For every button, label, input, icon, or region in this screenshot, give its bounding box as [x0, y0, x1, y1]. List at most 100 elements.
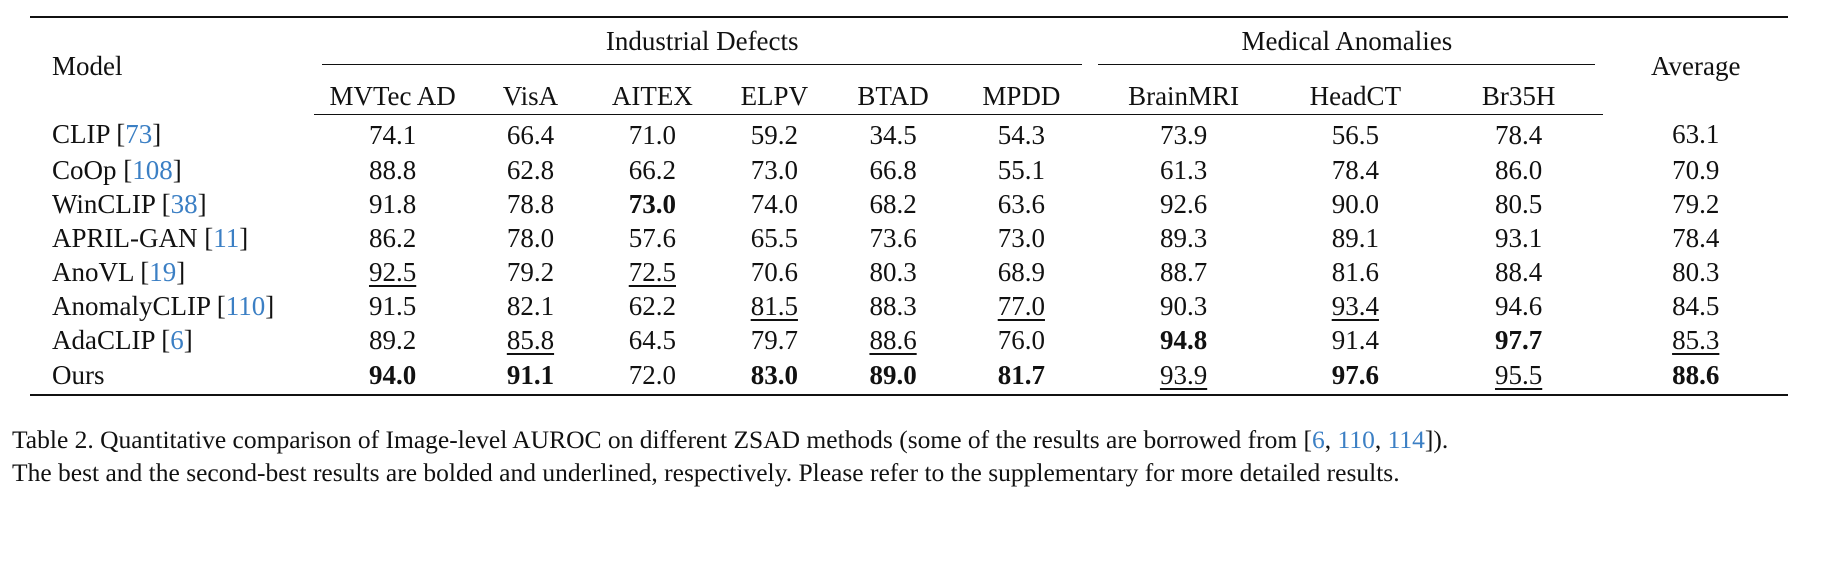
score-cell: 81.7 — [952, 357, 1091, 396]
score-cell: 78.4 — [1277, 153, 1434, 187]
column-header: Br35H — [1433, 65, 1604, 115]
score-value: 63.1 — [1672, 119, 1720, 150]
score-cell: 74.0 — [715, 187, 834, 221]
score-value: 34.5 — [869, 119, 917, 150]
score-cell: 73.0 — [590, 187, 715, 221]
score-value: 89.1 — [1331, 222, 1379, 253]
model-name-cell: CLIP [73] — [52, 119, 162, 150]
score-value: 68.9 — [997, 256, 1045, 287]
score-value: 78.4 — [1672, 222, 1720, 253]
model-citation[interactable]: 108 — [132, 154, 173, 185]
score-value: 66.8 — [869, 154, 917, 185]
average-header: Average — [1603, 16, 1788, 115]
caption-citation[interactable]: 110 — [1337, 425, 1375, 454]
model-citation[interactable]: 110 — [225, 290, 266, 321]
score-value: 90.3 — [1159, 290, 1208, 321]
model-citation[interactable]: 38 — [170, 188, 198, 219]
score-value: 57.6 — [628, 222, 676, 253]
score-value: 81.7 — [997, 360, 1045, 390]
score-cell: 80.3 — [834, 255, 953, 289]
score-value: 81.6 — [1331, 256, 1379, 287]
model-name: AnoVL — [52, 256, 134, 287]
score-cell: 59.2 — [715, 115, 834, 154]
score-cell: 54.3 — [952, 115, 1090, 154]
model-name: CoOp — [52, 154, 117, 185]
score-value: 80.5 — [1494, 188, 1543, 219]
caption-line-1: Table 2. Quantitative comparison of Imag… — [12, 425, 1449, 454]
score-cell: 34.5 — [834, 115, 953, 154]
score-value: 83.0 — [750, 360, 798, 390]
score-value: 70.9 — [1672, 154, 1720, 185]
score-cell: 78.8 — [471, 187, 590, 221]
score-value: 90.0 — [1331, 188, 1379, 219]
score-value: 73.0 — [750, 154, 798, 185]
score-cell: 63.6 — [952, 187, 1090, 221]
column-header: MPDD — [952, 65, 1091, 115]
column-header: AITEX — [589, 65, 715, 115]
score-cell: 97.7 — [1434, 323, 1604, 357]
score-cell: 61.3 — [1090, 153, 1277, 187]
score-value: 73.6 — [869, 222, 917, 253]
score-cell: 70.6 — [715, 255, 834, 289]
score-value: 92.6 — [1159, 188, 1208, 219]
group-label-industrial: Industrial Defects — [605, 26, 799, 56]
group-header-industrial: Industrial Defects — [314, 16, 1091, 65]
score-cell: 89.3 — [1090, 221, 1277, 255]
score-value: 59.2 — [750, 119, 798, 150]
score-value: 72.0 — [628, 360, 676, 390]
score-cell: 74.1 — [314, 115, 471, 154]
model-citation[interactable]: 11 — [213, 222, 240, 253]
model-name-cell: AnomalyCLIP [110] — [52, 290, 275, 321]
score-value: 73.0 — [997, 222, 1045, 253]
group-label-medical: Medical Anomalies — [1241, 26, 1453, 56]
score-value: 61.3 — [1159, 154, 1208, 185]
score-cell: 95.5 — [1433, 357, 1604, 396]
model-citation[interactable]: 73 — [125, 119, 153, 150]
column-header: ELPV — [714, 65, 834, 115]
table-row: AnoVL [19] 92.5 79.2 72.5 70.6 80.3 68.9 88.7 81… — [30, 255, 1788, 289]
model-name: WinCLIP — [52, 188, 155, 219]
score-value: 73.9 — [1159, 119, 1208, 150]
score-value: 88.6 — [869, 324, 917, 355]
score-cell: 72.0 — [589, 357, 715, 396]
score-cell: 73.0 — [952, 221, 1090, 255]
table-row: AdaCLIP [6] 89.2 85.8 64.5 79.7 88.6 76.0 94.8 9… — [30, 323, 1788, 357]
caption-citation[interactable]: 6 — [1312, 425, 1325, 454]
score-value: 91.8 — [368, 188, 417, 219]
model-citation[interactable]: 6 — [170, 324, 184, 355]
score-cell: 88.4 — [1434, 255, 1604, 289]
score-cell: 73.6 — [834, 221, 953, 255]
score-cell: 79.7 — [715, 323, 834, 357]
model-citation[interactable]: 19 — [149, 256, 177, 287]
score-cell: 94.8 — [1090, 323, 1277, 357]
score-cell: 89.2 — [314, 323, 471, 357]
score-cell: 94.0 — [314, 357, 472, 396]
score-cell: 76.0 — [952, 323, 1090, 357]
score-cell: 55.1 — [952, 153, 1090, 187]
score-value: 88.3 — [869, 290, 917, 321]
score-cell: 91.8 — [314, 187, 471, 221]
score-value: 85.8 — [506, 324, 555, 355]
score-value: 88.8 — [368, 154, 417, 185]
score-value: 89.3 — [1159, 222, 1208, 253]
score-value: 70.6 — [750, 256, 798, 287]
score-value: 71.0 — [628, 119, 676, 150]
score-cell: 91.5 — [314, 289, 471, 323]
column-header-row: MVTec AD VisA AITEX ELPV BTAD MPDD BrainMRI Hea… — [30, 65, 1788, 115]
score-value: 81.5 — [750, 290, 798, 321]
score-value: 93.9 — [1159, 360, 1208, 390]
score-cell: 94.6 — [1434, 289, 1604, 323]
table-row: Ours 94.0 91.1 72.0 83.0 89.0 81.7 93.9 97.6 95.5… — [30, 357, 1788, 396]
score-cell: 65.5 — [715, 221, 834, 255]
caption-line-2: The best and the second-best results are… — [12, 458, 1400, 487]
score-value: 66.4 — [506, 119, 555, 150]
score-value: 94.6 — [1494, 290, 1543, 321]
group-header-row: Model Industrial Defects Medical Anomali… — [30, 16, 1788, 115]
caption-citation[interactable]: 114 — [1387, 425, 1425, 454]
score-cell: 97.6 — [1276, 357, 1434, 396]
score-value: 74.0 — [750, 188, 798, 219]
caption-text-1: Table 2. Quantitative comparison of Imag… — [12, 425, 1313, 454]
score-value: 79.2 — [1672, 188, 1720, 219]
score-cell: 73.0 — [715, 153, 834, 187]
score-cell: 93.1 — [1434, 221, 1604, 255]
